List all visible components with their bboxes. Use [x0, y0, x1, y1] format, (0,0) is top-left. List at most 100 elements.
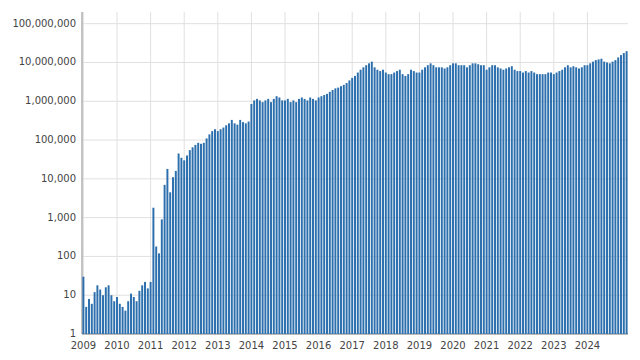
bar	[396, 71, 398, 334]
bar	[432, 65, 434, 334]
bar	[472, 63, 474, 334]
bar	[374, 67, 376, 334]
y-tick-label: 1,000,000	[25, 95, 76, 106]
bar	[430, 63, 432, 334]
bar	[309, 97, 311, 334]
bar	[102, 295, 104, 334]
bar	[183, 160, 185, 334]
y-tick-label: 100,000	[35, 134, 76, 145]
bar	[301, 97, 303, 334]
bar	[99, 290, 101, 334]
bar	[264, 100, 266, 334]
x-tick-label: 2018	[373, 340, 398, 351]
bar	[281, 100, 283, 334]
bar	[511, 66, 513, 334]
bar	[197, 143, 199, 334]
bar	[208, 134, 210, 334]
bar	[589, 63, 591, 334]
bar	[206, 138, 208, 334]
y-axis-line	[82, 12, 83, 334]
bar	[273, 99, 275, 334]
bar	[340, 86, 342, 334]
bar	[152, 208, 154, 334]
x-tick-label: 2017	[339, 340, 364, 351]
bar	[533, 73, 535, 334]
bar	[547, 73, 549, 334]
bar	[276, 96, 278, 334]
bar	[262, 102, 264, 334]
bar	[466, 67, 468, 334]
x-grid-line	[553, 12, 554, 334]
bar	[570, 67, 572, 334]
axes: 1101001,00010,000100,0001,000,00010,000,…	[12, 12, 628, 351]
bar	[318, 97, 320, 334]
bar	[82, 277, 84, 334]
bar	[141, 285, 143, 334]
bar	[558, 71, 560, 334]
y-tick-label: 10,000,000	[19, 56, 76, 67]
bar	[365, 65, 367, 334]
bar	[105, 287, 107, 334]
x-grid-line	[217, 12, 218, 334]
bar	[312, 99, 314, 334]
bar	[192, 147, 194, 334]
bar	[138, 291, 140, 334]
bar	[486, 70, 488, 334]
bar	[385, 73, 387, 334]
bar	[595, 60, 597, 334]
bar	[584, 65, 586, 334]
bar	[290, 102, 292, 334]
bar	[614, 60, 616, 334]
bar	[267, 99, 269, 334]
bar	[362, 67, 364, 334]
bar	[508, 67, 510, 334]
x-tick-label: 2020	[440, 340, 465, 351]
bar	[441, 67, 443, 334]
bar	[326, 94, 328, 334]
bar	[376, 70, 378, 334]
bar	[390, 74, 392, 334]
x-grid-line	[150, 12, 151, 334]
bar	[225, 125, 227, 334]
bar	[500, 68, 502, 334]
x-tick-label: 2009	[71, 340, 96, 351]
bar	[612, 62, 614, 334]
bar	[175, 171, 177, 334]
bar	[606, 62, 608, 334]
bar	[298, 99, 300, 334]
bar	[161, 219, 163, 334]
bar	[463, 65, 465, 334]
y-tick-label: 1	[70, 328, 76, 339]
bar	[623, 53, 625, 334]
bar	[502, 70, 504, 334]
bar	[178, 154, 180, 334]
x-grid-line	[117, 12, 118, 334]
bar	[488, 67, 490, 334]
bar	[242, 122, 244, 334]
bar	[253, 100, 255, 334]
x-grid-line	[453, 12, 454, 334]
bar	[186, 155, 188, 334]
bar	[561, 70, 563, 334]
bar	[133, 297, 135, 334]
bar	[119, 304, 121, 334]
bar	[124, 311, 126, 334]
bar	[427, 65, 429, 334]
bar	[444, 68, 446, 334]
bar	[421, 70, 423, 334]
x-tick-label: 2024	[575, 340, 600, 351]
bar	[130, 294, 132, 334]
bar	[217, 131, 219, 334]
bar	[452, 63, 454, 334]
bar	[295, 102, 297, 334]
grid	[82, 12, 628, 334]
bar	[88, 299, 90, 334]
bar	[528, 73, 530, 334]
bar	[491, 65, 493, 334]
bar	[371, 62, 373, 334]
x-tick-label: 2013	[205, 340, 230, 351]
bar	[348, 80, 350, 334]
bar	[287, 99, 289, 334]
x-tick-label: 2011	[138, 340, 163, 351]
x-grid-line	[587, 12, 588, 334]
